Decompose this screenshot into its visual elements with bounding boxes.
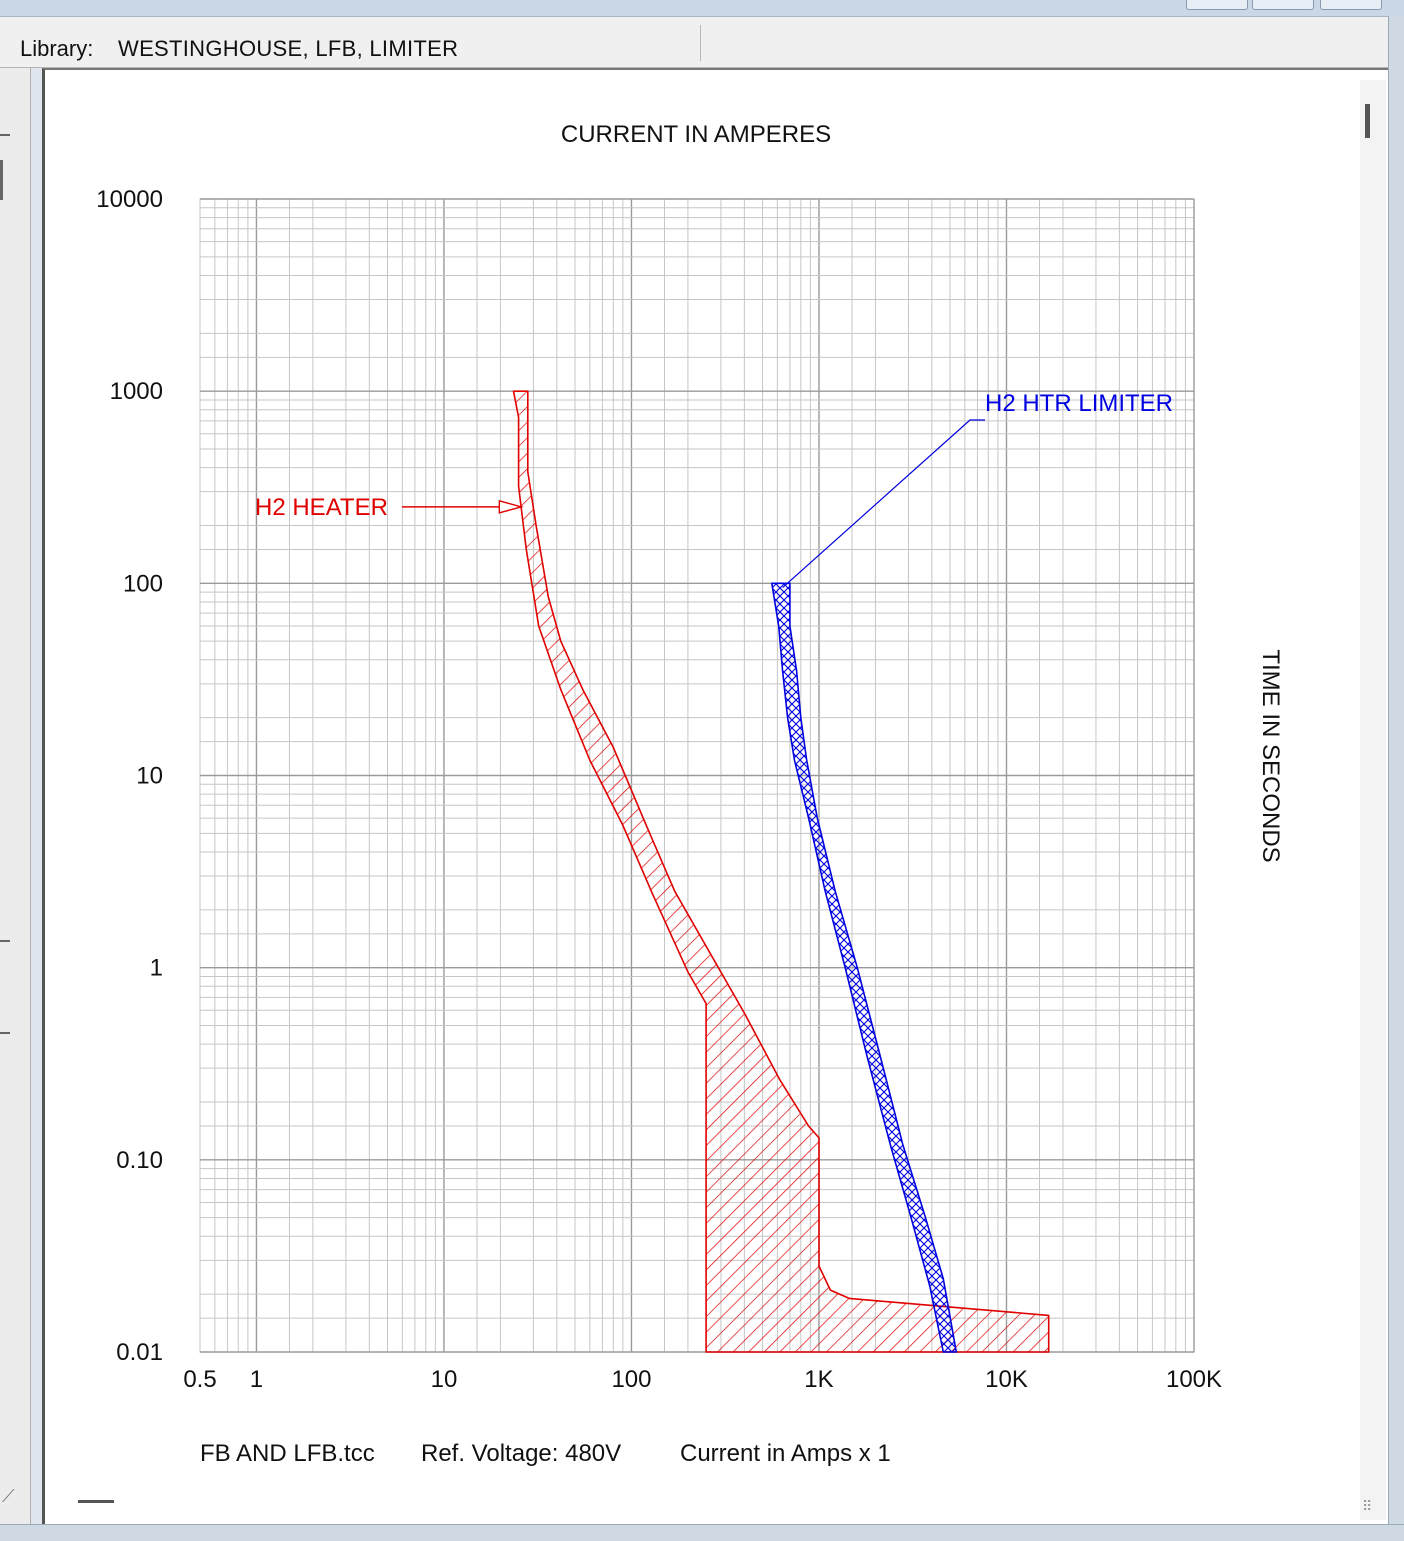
h2-htr-limiter-leader-line — [782, 419, 985, 589]
library-info-bar: Library: WESTINGHOUSE, LFB, LIMITER — [0, 17, 1388, 68]
vertical-scrollbar[interactable] — [1360, 80, 1386, 1520]
left-resize-grip-icon[interactable]: ⟋ — [2, 1486, 15, 1506]
y-tick-label: 0.10 — [116, 1147, 163, 1174]
window-right-border — [1388, 16, 1404, 1540]
x-tick-label: 100K — [1166, 1366, 1222, 1393]
maximize-button[interactable] — [1252, 0, 1314, 10]
vertical-scroll-thumb[interactable] — [1365, 104, 1370, 138]
h2-heater-arrow-icon — [498, 499, 524, 514]
left-side-panel[interactable] — [0, 68, 31, 1540]
h2-htr-limiter-curve[interactable] — [771, 582, 958, 1353]
x-tick-label: 0.5 — [183, 1366, 216, 1393]
window-bottom-border — [0, 1524, 1404, 1541]
left-panel-mark — [0, 940, 10, 942]
chart-grid — [199, 198, 1195, 1353]
y-tick-label: 1 — [150, 955, 163, 982]
library-value: WESTINGHOUSE, LFB, LIMITER — [118, 36, 459, 61]
h2-htr-limiter-label: H2 HTR LIMITER — [985, 390, 1173, 417]
y-tick-label: 1000 — [110, 378, 163, 405]
title-bar-strip — [0, 0, 1404, 17]
minimize-button[interactable] — [1186, 0, 1248, 10]
footer-ref-voltage: Ref. Voltage: 480V — [421, 1440, 621, 1467]
library-cell: Library: WESTINGHOUSE, LFB, LIMITER — [6, 25, 701, 61]
x-tick-label: 10K — [985, 1366, 1028, 1393]
y-tick-label: 10000 — [96, 186, 163, 213]
h2-heater-curve[interactable] — [512, 390, 1050, 1353]
y-tick-label: 10 — [136, 763, 163, 790]
chart-title: CURRENT IN AMPERES — [561, 121, 831, 148]
close-button[interactable] — [1320, 0, 1382, 10]
library-label: Library: — [20, 36, 94, 61]
left-panel-mark — [0, 1032, 10, 1034]
footer-file-name: FB AND LFB.tcc — [200, 1440, 375, 1467]
horizontal-scroll-thumb[interactable] — [78, 1500, 114, 1503]
y-tick-label: 0.01 — [116, 1339, 163, 1366]
x-tick-label: 1K — [804, 1366, 833, 1393]
left-panel-mark — [0, 134, 10, 136]
x-tick-label: 10 — [431, 1366, 458, 1393]
footer-current-multiplier: Current in Amps x 1 — [680, 1440, 891, 1467]
left-panel-mark — [0, 160, 3, 200]
x-tick-label: 100 — [611, 1366, 651, 1393]
y-tick-label: 100 — [123, 570, 163, 597]
resize-grip-icon[interactable]: ⠿ — [1362, 1498, 1373, 1514]
h2-heater-label: H2 HEATER — [255, 494, 388, 521]
x-tick-label: 1 — [250, 1366, 263, 1393]
y-axis-label: TIME IN SECONDS — [1257, 649, 1284, 862]
